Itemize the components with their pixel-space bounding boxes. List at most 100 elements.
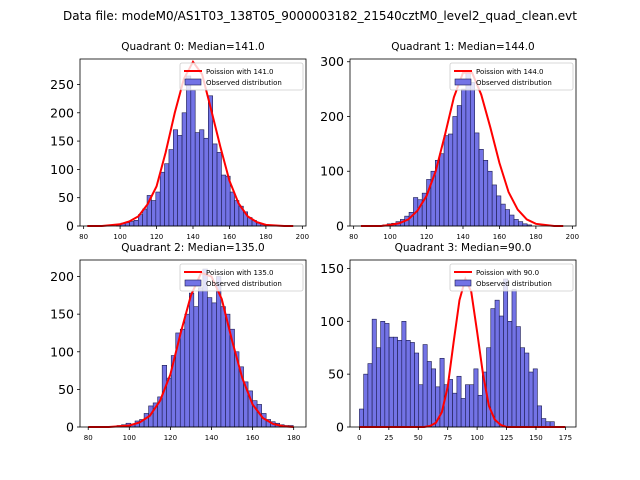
legend-bar-swatch bbox=[184, 279, 202, 287]
histogram-bar bbox=[193, 306, 199, 428]
y-tick-label: 150 bbox=[320, 261, 344, 276]
histogram-bar bbox=[129, 221, 135, 227]
legend: Poission with 135.0 Observed distribution bbox=[179, 263, 304, 292]
histogram-bar bbox=[439, 357, 445, 428]
subplot-title: Quadrant 1: Median=144.0 bbox=[391, 41, 534, 53]
x-tick-label: 50 bbox=[414, 434, 423, 442]
histogram-bar bbox=[151, 200, 157, 227]
histogram-bar bbox=[473, 368, 479, 428]
histogram-bar bbox=[439, 153, 445, 227]
histogram-bar bbox=[469, 82, 475, 227]
x-tick-label: 75 bbox=[443, 434, 452, 442]
y-tick-label: 250 bbox=[50, 77, 74, 92]
histogram-bar bbox=[133, 220, 139, 227]
histogram-bar bbox=[461, 88, 467, 227]
x-tick-label: 100 bbox=[123, 434, 136, 442]
legend-bar-swatch bbox=[184, 78, 202, 86]
histogram-bar bbox=[142, 208, 148, 227]
x-tick-label: 140 bbox=[456, 233, 469, 241]
x-tick-label: 180 bbox=[529, 233, 542, 241]
histogram-bar bbox=[418, 384, 424, 428]
x-tick-label: 120 bbox=[164, 434, 177, 442]
poisson-curve bbox=[87, 59, 294, 227]
histogram-bar bbox=[168, 149, 174, 227]
x-tick-label: 100 bbox=[383, 233, 396, 241]
histogram-bar bbox=[452, 116, 458, 227]
histogram-bar bbox=[220, 306, 226, 428]
histogram-bar bbox=[221, 174, 227, 227]
histogram-bar bbox=[452, 392, 458, 428]
y-tick-label: 50 bbox=[58, 190, 74, 205]
x-tick-label: 120 bbox=[150, 233, 163, 241]
axes-frame bbox=[349, 259, 577, 428]
histogram-bar bbox=[524, 352, 530, 428]
histogram-bar bbox=[177, 135, 183, 227]
histogram-bar bbox=[199, 129, 205, 227]
histogram-bar bbox=[431, 368, 436, 428]
x-tick-label: 80 bbox=[79, 233, 88, 241]
legend-entry-poisson: Poission with 144.0 bbox=[476, 68, 544, 76]
histogram-bar bbox=[414, 352, 420, 428]
legend-entry-observed: Observed distribution bbox=[206, 280, 282, 288]
histogram-bar bbox=[405, 340, 411, 428]
histogram-bar bbox=[388, 336, 394, 428]
histogram-bar bbox=[469, 384, 475, 428]
histogram-bar bbox=[225, 175, 231, 227]
figure-suptitle: Data file: modeM0/AS1T03_138T05_90000031… bbox=[63, 9, 577, 23]
histogram-bar bbox=[487, 170, 493, 227]
histogram-bar bbox=[528, 371, 534, 428]
histogram-bar bbox=[202, 268, 208, 428]
x-tick-label: 25 bbox=[384, 434, 393, 442]
histogram-bar bbox=[211, 302, 217, 428]
histogram-bar bbox=[393, 336, 398, 428]
histogram-bar bbox=[186, 75, 192, 227]
legend: Poission with 144.0 Observed distribution bbox=[449, 62, 574, 91]
histogram-bar bbox=[155, 191, 161, 227]
histogram-bar bbox=[216, 152, 222, 227]
histogram-bar bbox=[189, 292, 195, 428]
histogram-bar bbox=[384, 323, 390, 428]
histogram-bar bbox=[448, 379, 453, 428]
histogram-bar bbox=[520, 347, 525, 428]
histogram-bar bbox=[448, 133, 454, 227]
y-tick-label: 0 bbox=[66, 219, 74, 234]
x-tick-label: 100 bbox=[470, 434, 483, 442]
histogram-bar bbox=[397, 340, 403, 428]
legend: Poission with 90.0 Observed distribution bbox=[449, 263, 574, 292]
histogram-bar bbox=[494, 299, 500, 428]
histogram-bar bbox=[486, 347, 492, 428]
histogram-bar bbox=[166, 377, 172, 428]
legend-entry-observed: Observed distribution bbox=[206, 79, 282, 87]
legend-box bbox=[179, 62, 304, 91]
histogram-bar bbox=[363, 373, 369, 428]
y-tick-label: 100 bbox=[50, 344, 74, 359]
histogram-bar bbox=[491, 184, 497, 227]
x-tick-label: 80 bbox=[349, 233, 358, 241]
x-tick-label: 200 bbox=[566, 233, 579, 241]
histogram-bar bbox=[371, 318, 377, 428]
histogram-bar bbox=[456, 105, 462, 227]
histogram-bar bbox=[207, 297, 213, 428]
histogram-bar bbox=[401, 321, 407, 428]
histogram-bar bbox=[460, 398, 466, 428]
histogram-bar bbox=[465, 72, 471, 227]
histogram-bar bbox=[426, 361, 432, 428]
histogram-bar bbox=[376, 347, 381, 428]
axes-frame bbox=[79, 259, 307, 428]
x-tick-label: 160 bbox=[246, 434, 259, 442]
y-tick-label: 200 bbox=[50, 269, 74, 284]
histogram-bar bbox=[507, 321, 513, 428]
legend-entry-poisson: Poission with 90.0 bbox=[476, 269, 539, 277]
subplot-title: Quadrant 2: Median=135.0 bbox=[121, 242, 264, 254]
legend-box bbox=[449, 62, 574, 91]
y-tick-label: 0 bbox=[66, 420, 74, 435]
histogram-bar bbox=[500, 203, 506, 227]
histogram-bar bbox=[212, 143, 218, 227]
x-tick-label: 125 bbox=[500, 434, 513, 442]
legend: Poission with 141.0 Observed distribution bbox=[179, 62, 304, 91]
histogram-bar bbox=[181, 112, 187, 227]
y-tick-label: 150 bbox=[50, 134, 74, 149]
histogram-bar bbox=[503, 278, 509, 428]
histogram-bar bbox=[513, 219, 519, 227]
